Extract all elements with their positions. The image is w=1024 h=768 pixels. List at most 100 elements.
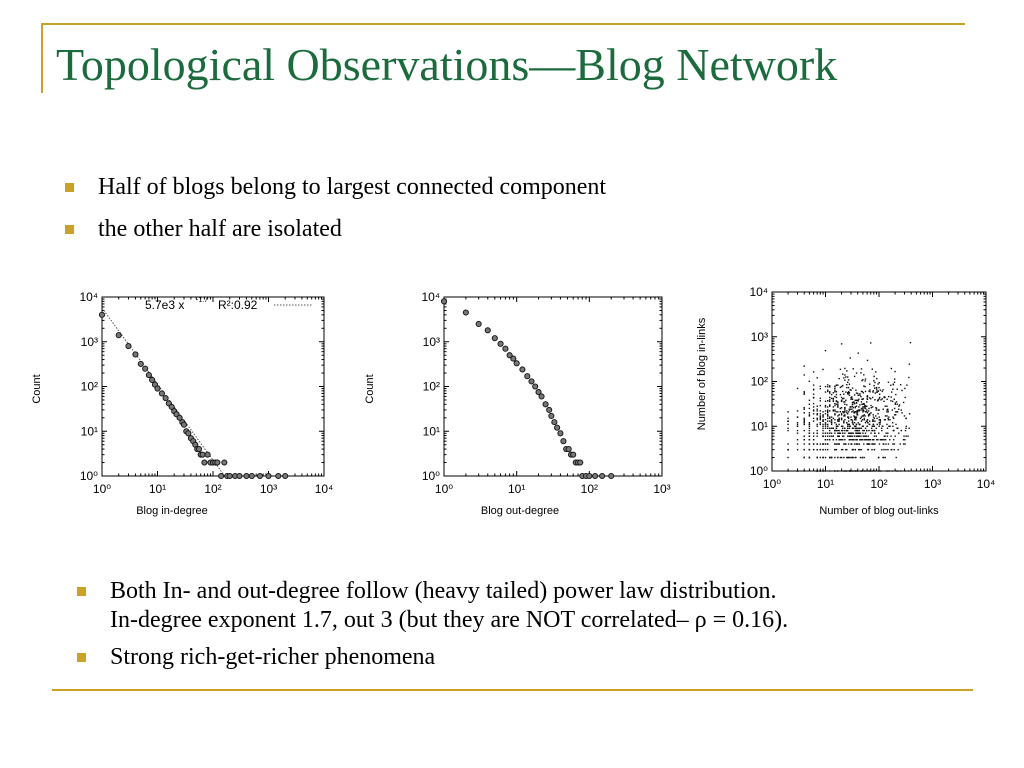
bullet-square-icon — [65, 183, 74, 192]
scatter-point — [884, 439, 886, 441]
scatter-point — [860, 395, 862, 398]
scatter-point — [824, 419, 827, 421]
scatter-point — [859, 427, 861, 429]
scatter-point — [861, 379, 863, 382]
scatter-point — [844, 432, 846, 434]
scatter-point — [848, 435, 851, 437]
scatter-point — [827, 386, 829, 388]
scatter-point — [834, 429, 836, 432]
scatter-point — [834, 404, 836, 407]
scatter-point — [824, 422, 827, 424]
scatter-point — [886, 408, 889, 410]
frame-accent-left — [41, 23, 43, 93]
scatter-point — [862, 435, 865, 437]
scatter-point — [904, 439, 906, 441]
scatter-point — [835, 384, 838, 386]
scatter-point — [824, 427, 827, 429]
scatter-point — [851, 435, 854, 437]
scatter-point — [827, 439, 829, 441]
scatter-point — [842, 373, 844, 375]
scatter-point — [827, 420, 829, 422]
scatter-point — [842, 425, 844, 427]
scatter-point — [868, 439, 870, 441]
scatter-point — [904, 443, 906, 445]
scatter-point — [859, 448, 861, 451]
scatter-point — [897, 448, 899, 451]
scatter-point — [873, 387, 876, 389]
scatter-point — [835, 429, 838, 432]
scatter-point — [832, 399, 835, 401]
scatter-point — [854, 456, 856, 459]
scatter-point — [862, 409, 865, 411]
y-tick-label: 10² — [81, 380, 98, 394]
scatter-point — [881, 425, 884, 427]
scatter-point — [832, 427, 835, 429]
scatter-point — [874, 420, 876, 422]
scatter-point — [827, 390, 829, 393]
scatter-point — [852, 470, 854, 472]
scatter-point — [824, 439, 827, 441]
scatter-point — [864, 427, 867, 429]
scatter-point — [835, 391, 838, 393]
data-point — [243, 472, 250, 480]
scatter-point — [861, 439, 864, 441]
scatter-point — [890, 396, 892, 398]
scatter-point — [844, 419, 846, 421]
scatter-point — [864, 406, 866, 408]
scatter-point — [840, 400, 843, 402]
scatter-point — [787, 448, 789, 451]
scatter-point — [872, 423, 874, 426]
scatter-point — [893, 448, 895, 451]
scatter-point — [878, 443, 881, 445]
scatter-point — [862, 378, 864, 381]
scatter-point — [838, 429, 840, 432]
scatter-point — [803, 391, 805, 393]
scatter-point — [851, 408, 853, 410]
scatter-point — [846, 383, 848, 386]
scatter-point — [861, 425, 864, 427]
scatter-point — [842, 398, 844, 400]
scatter-point — [879, 389, 882, 391]
scatter-point — [835, 393, 838, 396]
scatter-point — [885, 448, 887, 451]
scatter-point — [829, 399, 831, 401]
scatter-point — [812, 417, 815, 420]
scatter-point — [840, 448, 843, 451]
scatter-point — [855, 372, 858, 374]
scatter-point — [787, 411, 789, 413]
scatter-point — [882, 456, 884, 459]
scatter-point — [862, 432, 864, 434]
scatter-point — [838, 417, 840, 420]
scatter-point — [891, 470, 894, 472]
scatter-point — [829, 417, 831, 420]
scatter-point — [855, 432, 857, 434]
scatter-point — [850, 398, 852, 401]
scatter-point — [866, 470, 868, 472]
scatter-point — [854, 399, 856, 402]
scatter-point — [854, 448, 856, 451]
scatter-point — [834, 402, 836, 405]
scatter-point — [875, 435, 877, 437]
scatter-point — [867, 470, 870, 472]
scatter-point — [884, 435, 886, 437]
scatter-point — [787, 443, 789, 445]
scatter-point — [839, 368, 842, 371]
scatter-point — [822, 435, 824, 437]
scatter-point — [864, 470, 866, 472]
scatter-point — [834, 456, 836, 459]
scatter-point — [884, 419, 886, 421]
scatter-point — [827, 427, 829, 429]
scatter-point — [803, 419, 805, 421]
scatter-point — [887, 411, 889, 413]
scatter-point — [812, 406, 815, 408]
scatter-point — [803, 456, 805, 459]
scatter-point — [875, 407, 878, 410]
scatter-point — [847, 423, 849, 426]
scatter-point — [883, 396, 885, 398]
scatter-point — [904, 429, 907, 432]
scatter-point — [846, 422, 848, 424]
scatter-point — [863, 470, 865, 472]
scatter-point — [824, 456, 827, 459]
scatter-point — [846, 370, 848, 372]
scatter-point — [847, 456, 850, 459]
